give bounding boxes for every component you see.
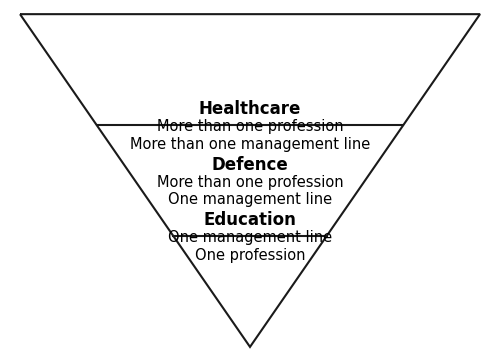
Text: More than one profession: More than one profession	[156, 175, 344, 190]
Text: More than one management line: More than one management line	[130, 137, 370, 152]
Text: One management line: One management line	[168, 192, 332, 207]
Text: Education: Education	[204, 211, 296, 229]
Text: One management line: One management line	[168, 230, 332, 245]
Text: Healthcare: Healthcare	[199, 100, 301, 118]
Text: Defence: Defence	[212, 156, 288, 173]
Text: More than one profession: More than one profession	[156, 119, 344, 134]
Text: One profession: One profession	[195, 247, 305, 263]
